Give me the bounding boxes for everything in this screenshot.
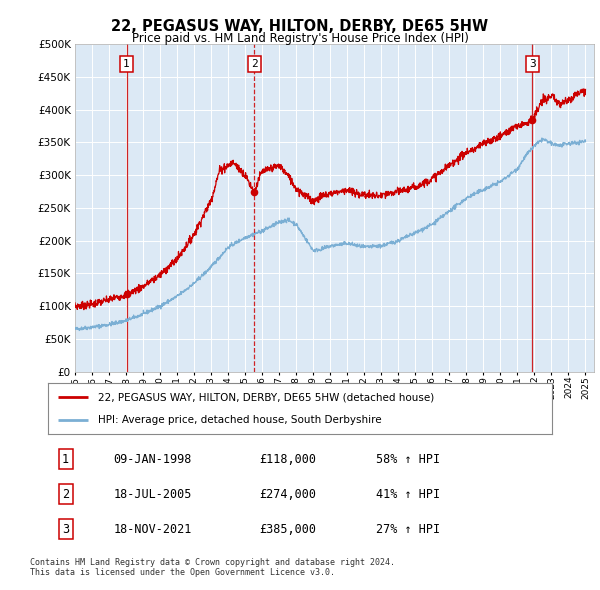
Text: £118,000: £118,000 — [260, 453, 317, 466]
Text: 3: 3 — [62, 523, 69, 536]
Text: £274,000: £274,000 — [260, 487, 317, 501]
Text: 41% ↑ HPI: 41% ↑ HPI — [376, 487, 440, 501]
Text: 2: 2 — [62, 487, 69, 501]
Text: 18-NOV-2021: 18-NOV-2021 — [113, 523, 192, 536]
Text: 09-JAN-1998: 09-JAN-1998 — [113, 453, 192, 466]
Text: Contains HM Land Registry data © Crown copyright and database right 2024.
This d: Contains HM Land Registry data © Crown c… — [30, 558, 395, 577]
Text: 2: 2 — [251, 59, 258, 69]
Text: 18-JUL-2005: 18-JUL-2005 — [113, 487, 192, 501]
Text: 1: 1 — [123, 59, 130, 69]
Text: 22, PEGASUS WAY, HILTON, DERBY, DE65 5HW (detached house): 22, PEGASUS WAY, HILTON, DERBY, DE65 5HW… — [98, 392, 434, 402]
Text: Price paid vs. HM Land Registry's House Price Index (HPI): Price paid vs. HM Land Registry's House … — [131, 32, 469, 45]
Text: 3: 3 — [529, 59, 536, 69]
Text: HPI: Average price, detached house, South Derbyshire: HPI: Average price, detached house, Sout… — [98, 415, 382, 425]
Text: 22, PEGASUS WAY, HILTON, DERBY, DE65 5HW: 22, PEGASUS WAY, HILTON, DERBY, DE65 5HW — [112, 19, 488, 34]
Text: 58% ↑ HPI: 58% ↑ HPI — [376, 453, 440, 466]
Text: 27% ↑ HPI: 27% ↑ HPI — [376, 523, 440, 536]
Text: £385,000: £385,000 — [260, 523, 317, 536]
Text: 1: 1 — [62, 453, 69, 466]
